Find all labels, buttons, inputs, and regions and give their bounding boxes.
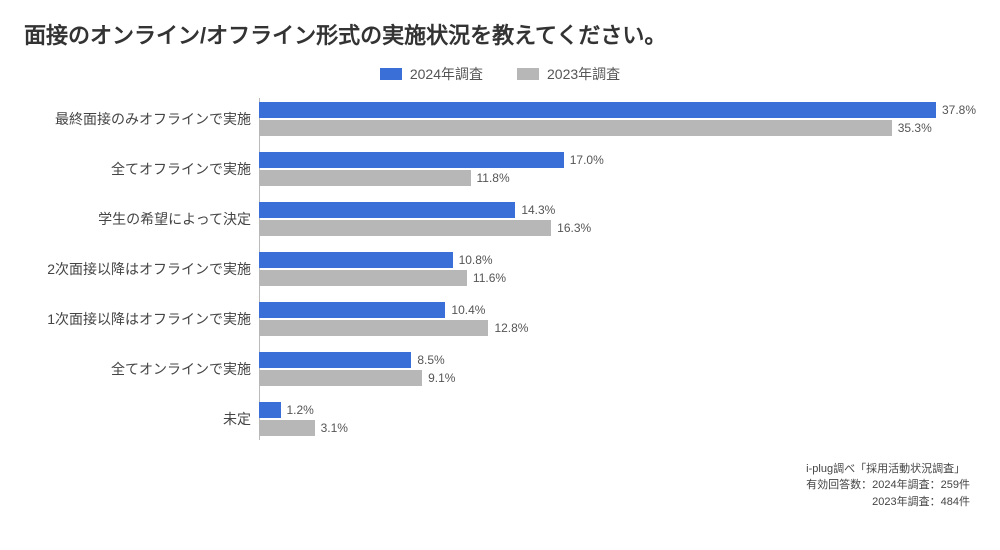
category-row: 未定 1.2% 3.1%: [24, 402, 976, 436]
value-label: 11.8%: [477, 171, 510, 185]
source-line-1: i-plug調べ「採用活動状況調査」: [806, 461, 970, 478]
legend-swatch-2023: [517, 68, 539, 80]
bar-wrap: 8.5%: [259, 352, 976, 368]
bars-column: 1.2% 3.1%: [259, 402, 976, 436]
bar-wrap: 10.8%: [259, 252, 976, 268]
category-label: 未定: [24, 409, 259, 429]
bar: [259, 352, 411, 368]
legend-item-2023: 2023年調査: [517, 64, 620, 84]
bar: [259, 102, 936, 118]
value-label: 12.8%: [494, 321, 528, 335]
bar-wrap: 37.8%: [259, 102, 976, 118]
value-label: 14.3%: [521, 203, 555, 217]
bar: [259, 120, 892, 136]
bar-wrap: 14.3%: [259, 202, 976, 218]
bar: [259, 302, 445, 318]
category-label: 2次面接以降はオフラインで実施: [24, 259, 259, 279]
bars-column: 14.3%16.3%: [259, 202, 976, 236]
bar-wrap: 35.3%: [259, 120, 976, 136]
value-label: 17.0%: [570, 153, 604, 167]
value-label: 35.3%: [898, 121, 932, 135]
category-label: 最終面接のみオフラインで実施: [24, 109, 259, 129]
category-row: 全てオフラインで実施 17.0% 11.8%: [24, 152, 976, 186]
bar-wrap: 1.2%: [259, 402, 976, 418]
bar: [259, 420, 315, 436]
chart-container: 面接のオンライン/オフライン形式の実施状況を教えてください。 2024年調査 2…: [0, 0, 1000, 550]
legend-swatch-2024: [380, 68, 402, 80]
bars-column: 37.8% 35.3%: [259, 102, 976, 136]
bar: [259, 202, 515, 218]
value-label: 16.3%: [557, 221, 591, 235]
bar: [259, 402, 281, 418]
bar: [259, 170, 471, 186]
value-label: 37.8%: [942, 103, 976, 117]
value-label: 11.6%: [473, 271, 506, 285]
bar: [259, 320, 488, 336]
category-label: 学生の希望によって決定: [24, 209, 259, 229]
bar-wrap: 12.8%: [259, 320, 976, 336]
bar-wrap: 10.4%: [259, 302, 976, 318]
category-row: 2次面接以降はオフラインで実施 10.8% 11.6%: [24, 252, 976, 286]
bar: [259, 220, 551, 236]
bar: [259, 152, 564, 168]
category-row: 最終面接のみオフラインで実施 37.8% 35.3%: [24, 102, 976, 136]
value-label: 10.8%: [459, 253, 493, 267]
value-label: 8.5%: [417, 353, 444, 367]
category-label: 1次面接以降はオフラインで実施: [24, 309, 259, 329]
category-row: 1次面接以降はオフラインで実施 10.4% 12.8%: [24, 302, 976, 336]
value-label: 9.1%: [428, 371, 455, 385]
bars-column: 10.8% 11.6%: [259, 252, 976, 286]
bar-wrap: 9.1%: [259, 370, 976, 386]
legend-label-2023: 2023年調査: [547, 64, 620, 84]
source-line-3: 2023年調査：484件: [806, 494, 970, 511]
legend-item-2024: 2024年調査: [380, 64, 483, 84]
category-label: 全てオンラインで実施: [24, 359, 259, 379]
bar: [259, 270, 467, 286]
bar-wrap: 11.8%: [259, 170, 976, 186]
chart-title: 面接のオンライン/オフライン形式の実施状況を教えてください。: [24, 18, 976, 50]
bars-column: 10.4% 12.8%: [259, 302, 976, 336]
bars-column: 17.0% 11.8%: [259, 152, 976, 186]
bar-wrap: 11.6%: [259, 270, 976, 286]
category-label: 全てオフラインで実施: [24, 159, 259, 179]
category-row: 全てオンラインで実施 8.5% 9.1%: [24, 352, 976, 386]
bar: [259, 370, 422, 386]
bar-wrap: 16.3%: [259, 220, 976, 236]
legend-label-2024: 2024年調査: [410, 64, 483, 84]
bars-column: 8.5% 9.1%: [259, 352, 976, 386]
category-row: 学生の希望によって決定14.3%16.3%: [24, 202, 976, 236]
value-label: 10.4%: [451, 303, 485, 317]
value-label: 3.1%: [321, 421, 348, 435]
plot-area: 最終面接のみオフラインで実施37.8%35.3%全てオフラインで実施17.0%1…: [24, 102, 976, 436]
source-line-2: 有効回答数：2024年調査：259件: [806, 477, 970, 494]
chart-legend: 2024年調査 2023年調査: [24, 64, 976, 84]
value-label: 1.2%: [287, 403, 314, 417]
bar-wrap: 17.0%: [259, 152, 976, 168]
bar: [259, 252, 453, 268]
source-note: i-plug調べ「採用活動状況調査」 有効回答数：2024年調査：259件 20…: [806, 461, 970, 511]
bar-wrap: 3.1%: [259, 420, 976, 436]
